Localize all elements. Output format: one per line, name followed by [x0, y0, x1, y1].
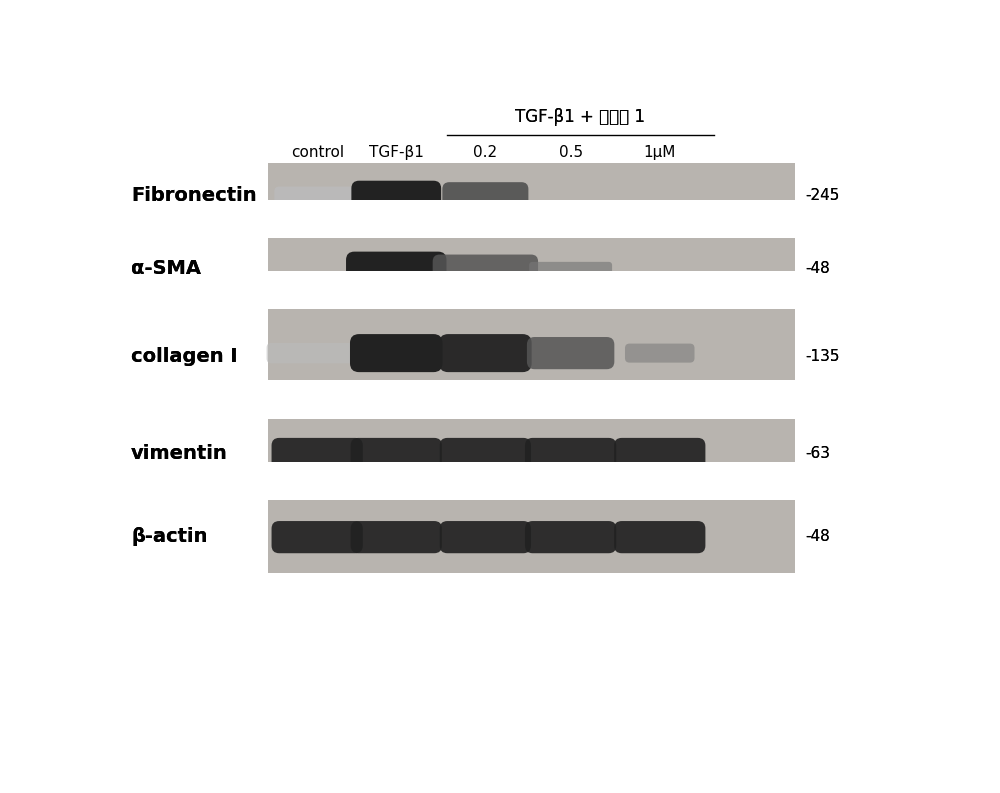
Text: -135: -135 [805, 349, 840, 364]
Text: control: control [291, 145, 344, 160]
Bar [125, 403, 900, 419]
Text: α-SMA: α-SMA [131, 259, 201, 278]
FancyBboxPatch shape [346, 251, 446, 287]
Text: -48: -48 [805, 261, 830, 276]
FancyBboxPatch shape [272, 521, 363, 554]
Text: collagen I: collagen I [131, 347, 238, 366]
FancyBboxPatch shape [440, 521, 531, 554]
Text: TGF-β1 + 化合物 1: TGF-β1 + 化合物 1 [515, 108, 645, 126]
FancyBboxPatch shape [625, 343, 695, 362]
FancyBboxPatch shape [272, 438, 363, 470]
FancyBboxPatch shape [274, 186, 360, 207]
Text: 1μM: 1μM [644, 145, 676, 160]
FancyBboxPatch shape [614, 521, 705, 554]
FancyBboxPatch shape [351, 521, 442, 554]
Text: 0.5: 0.5 [559, 145, 583, 160]
Text: Fibronectin: Fibronectin [131, 186, 257, 205]
Text: -63: -63 [805, 446, 830, 461]
Text: -135: -135 [805, 349, 840, 364]
Text: -48: -48 [805, 529, 830, 544]
Bar [268, 200, 795, 239]
Text: -48: -48 [805, 261, 830, 276]
FancyBboxPatch shape [350, 334, 443, 372]
FancyBboxPatch shape [442, 182, 528, 212]
Bar [268, 380, 795, 419]
Text: 1μM: 1μM [644, 145, 676, 160]
FancyBboxPatch shape [439, 334, 532, 372]
Bar [268, 309, 795, 403]
Bar [268, 419, 795, 488]
Text: 0.5: 0.5 [559, 145, 583, 160]
Text: 0.2: 0.2 [473, 145, 497, 160]
FancyBboxPatch shape [267, 343, 368, 363]
Bar [125, 228, 900, 239]
FancyBboxPatch shape [351, 438, 442, 470]
FancyBboxPatch shape [525, 521, 616, 554]
FancyBboxPatch shape [527, 337, 614, 370]
Text: vimentin: vimentin [131, 444, 228, 462]
FancyBboxPatch shape [614, 438, 705, 470]
Text: TGF-β1: TGF-β1 [369, 145, 424, 160]
Text: Fibronectin: Fibronectin [131, 186, 257, 205]
FancyBboxPatch shape [351, 181, 441, 213]
Text: β-actin: β-actin [131, 527, 208, 546]
Text: vimentin: vimentin [131, 444, 228, 462]
Text: α-SMA: α-SMA [131, 259, 201, 278]
Bar [268, 125, 795, 163]
Text: collagen I: collagen I [131, 347, 238, 366]
Text: 0.2: 0.2 [473, 145, 497, 160]
Bar [268, 239, 795, 298]
FancyBboxPatch shape [529, 262, 612, 277]
Text: β-actin: β-actin [131, 527, 208, 546]
FancyBboxPatch shape [525, 438, 616, 470]
Text: TGF-β1: TGF-β1 [369, 145, 424, 160]
FancyBboxPatch shape [433, 255, 538, 284]
Bar [268, 163, 795, 228]
Text: -48: -48 [805, 529, 830, 544]
FancyBboxPatch shape [440, 438, 531, 470]
Text: -245: -245 [805, 188, 840, 203]
Text: -63: -63 [805, 446, 830, 461]
Bar [268, 500, 795, 573]
Text: TGF-β1 + 化合物 1: TGF-β1 + 化合物 1 [515, 108, 645, 126]
Text: control: control [291, 145, 344, 160]
Bar [268, 462, 795, 500]
Bar [268, 270, 795, 309]
Bar [125, 298, 900, 309]
Bar [125, 488, 900, 500]
Text: -245: -245 [805, 188, 840, 203]
